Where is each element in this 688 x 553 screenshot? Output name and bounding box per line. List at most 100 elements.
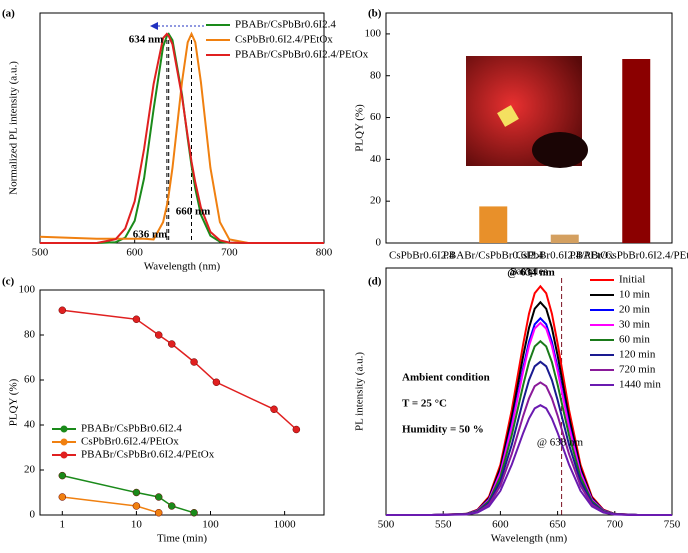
x-tick-label: 650 — [549, 519, 566, 531]
point — [270, 405, 278, 413]
y-tick-label: 20 — [24, 464, 36, 476]
y-axis-label: PLQY (%) — [354, 104, 366, 152]
legend-marker — [60, 451, 68, 459]
bar — [479, 206, 508, 243]
x-axis-label: Samples — [510, 266, 547, 278]
plot-frame — [385, 12, 673, 244]
x-tick-label: 600 — [492, 519, 509, 531]
point — [58, 306, 67, 314]
legend-label: PBABr/CsPbBr0.6I2.4 — [81, 423, 182, 435]
x-tick-label: PBABr/CsPbBr0.6I2.4 — [443, 250, 544, 262]
y-axis-label: PLQY (%) — [8, 378, 20, 426]
y-tick-label: 80 — [370, 69, 382, 81]
point — [154, 331, 163, 339]
y-tick-label: 100 — [365, 27, 382, 39]
annotation: 660 nm — [176, 206, 211, 218]
legend-label: 720 min — [619, 364, 656, 376]
x-tick-label: 550 — [435, 519, 452, 531]
legend-label: PBABr/CsPbBr0.6I2.4/PEtOx — [81, 449, 215, 461]
panel-label: (d) — [368, 276, 382, 288]
series-line — [386, 404, 672, 516]
point — [292, 425, 301, 434]
annotation: Ambient condition — [402, 372, 490, 384]
x-tick-label: 100 — [202, 519, 219, 531]
legend-label: 60 min — [619, 334, 650, 346]
y-axis-label: PL intensity (a.u.) — [354, 352, 366, 431]
panel-label: (b) — [368, 8, 382, 20]
annotation: T = 25 °C — [402, 398, 447, 410]
legend-label: CsPbBr0.6I2.4/PEtOx — [81, 436, 179, 448]
x-axis-label: Time (min) — [157, 533, 207, 545]
point — [154, 493, 163, 501]
point — [132, 488, 141, 497]
point — [190, 509, 198, 517]
inset-shadow — [532, 132, 588, 168]
legend-label: Initial — [619, 274, 645, 286]
x-tick-label: 500 — [378, 519, 395, 531]
legend-label: 20 min — [619, 304, 650, 316]
series-line — [39, 31, 324, 244]
y-tick-label: 60 — [370, 111, 382, 123]
y-tick-label: 60 — [24, 374, 36, 386]
inset-film — [497, 105, 519, 127]
point — [58, 493, 67, 501]
y-tick-label: 20 — [370, 195, 382, 207]
point — [132, 315, 141, 323]
point — [168, 502, 176, 510]
annotation: 636 nm — [133, 229, 168, 241]
x-tick-label: 750 — [664, 519, 681, 531]
x-tick-label: 700 — [607, 519, 624, 531]
annotation: Humidity = 50 % — [402, 424, 484, 436]
plot-frame — [385, 267, 673, 516]
x-tick-label: 800 — [316, 247, 333, 259]
x-axis-label: Wavelength (nm) — [144, 261, 221, 273]
x-tick-label: 10 — [131, 519, 143, 531]
series-line — [62, 496, 159, 514]
legend-label: 1440 min — [619, 379, 661, 391]
legend-label: PBABr/CsPbBr0.6I2.4/PEtOx — [235, 49, 369, 61]
annotation: @ 638 nm — [537, 437, 584, 449]
x-tick-label: CsPbBr0.6I2.4 — [389, 250, 455, 262]
legend-label: 120 min — [619, 349, 656, 361]
x-tick-label: 700 — [221, 247, 238, 259]
legend-marker — [60, 425, 68, 433]
legend-label: PBABr/CsPbBr0.6I2.4 — [235, 19, 336, 31]
annotation: @ 634 nm — [507, 267, 555, 279]
y-tick-label: 40 — [370, 153, 382, 165]
y-tick-label: 0 — [376, 237, 382, 249]
x-axis-label: Wavelength (nm) — [491, 533, 568, 545]
plot-frame — [39, 289, 325, 516]
y-tick-label: 80 — [24, 329, 36, 341]
plot-frame — [39, 12, 325, 244]
y-tick-label: 0 — [30, 509, 36, 521]
series-line — [40, 32, 324, 244]
x-tick-label: 1 — [60, 519, 66, 531]
y-axis-label: Normalized PL intensity (a.u.) — [8, 61, 20, 195]
point — [212, 378, 221, 386]
point — [132, 502, 141, 510]
x-tick-label: 500 — [32, 247, 49, 259]
y-tick-label: 100 — [19, 284, 36, 296]
point — [154, 509, 163, 517]
panel-label: (a) — [2, 8, 15, 20]
x-tick-label: 1000 — [274, 519, 297, 531]
point — [168, 340, 176, 348]
legend-label: 10 min — [619, 289, 650, 301]
point — [190, 358, 198, 366]
point — [58, 471, 67, 480]
legend-label: 30 min — [619, 319, 650, 331]
legend-marker — [60, 438, 68, 446]
shift-arrow-head — [150, 22, 158, 30]
x-tick-label: CsPbBr0.6I2.4/PEtOx — [516, 250, 614, 262]
y-tick-label: 40 — [24, 419, 36, 431]
legend-label: CsPbBr0.6I2.4/PEtOx — [235, 34, 333, 46]
bar — [550, 234, 579, 243]
series-line — [62, 309, 297, 431]
x-tick-label: 600 — [126, 247, 143, 259]
x-tick-label: PBABr/CsPbBr0.6I2.4/PEtOx — [570, 250, 688, 262]
annotation: 634 nm — [129, 34, 164, 46]
panel-label: (c) — [2, 276, 15, 288]
bar — [622, 59, 651, 243]
series-line — [40, 32, 324, 244]
